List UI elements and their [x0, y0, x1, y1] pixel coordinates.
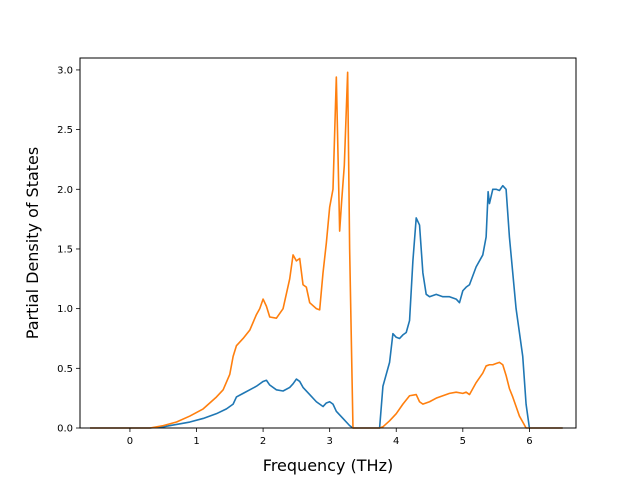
y-axis-label: Partial Density of States [23, 147, 42, 339]
series-line-2 [89, 71, 563, 429]
y-tick-label: 2.5 [57, 125, 73, 136]
x-tick-label: 6 [526, 436, 532, 447]
x-axis-ticks: 0 1 2 3 4 5 6 [127, 428, 533, 447]
series-line-1 [89, 184, 563, 429]
y-axis-ticks: 0.0 0.5 1.0 1.5 2.0 2.5 3.0 [57, 65, 80, 435]
y-tick-label: 0.0 [57, 424, 73, 435]
x-tick-label: 0 [127, 436, 133, 447]
y-tick-label: 0.5 [57, 364, 73, 375]
x-tick-label: 5 [460, 436, 466, 447]
plot-lines [89, 71, 563, 429]
y-tick-label: 1.0 [57, 304, 73, 315]
x-tick-label: 4 [393, 436, 399, 447]
x-axis-label: Frequency (THz) [263, 456, 393, 475]
x-tick-label: 3 [326, 436, 332, 447]
y-tick-label: 1.5 [57, 244, 73, 255]
x-tick-label: 2 [260, 436, 266, 447]
y-tick-label: 3.0 [57, 65, 73, 76]
plot-frame [79, 57, 577, 429]
x-tick-label: 1 [193, 436, 199, 447]
y-tick-label: 2.0 [57, 185, 73, 196]
